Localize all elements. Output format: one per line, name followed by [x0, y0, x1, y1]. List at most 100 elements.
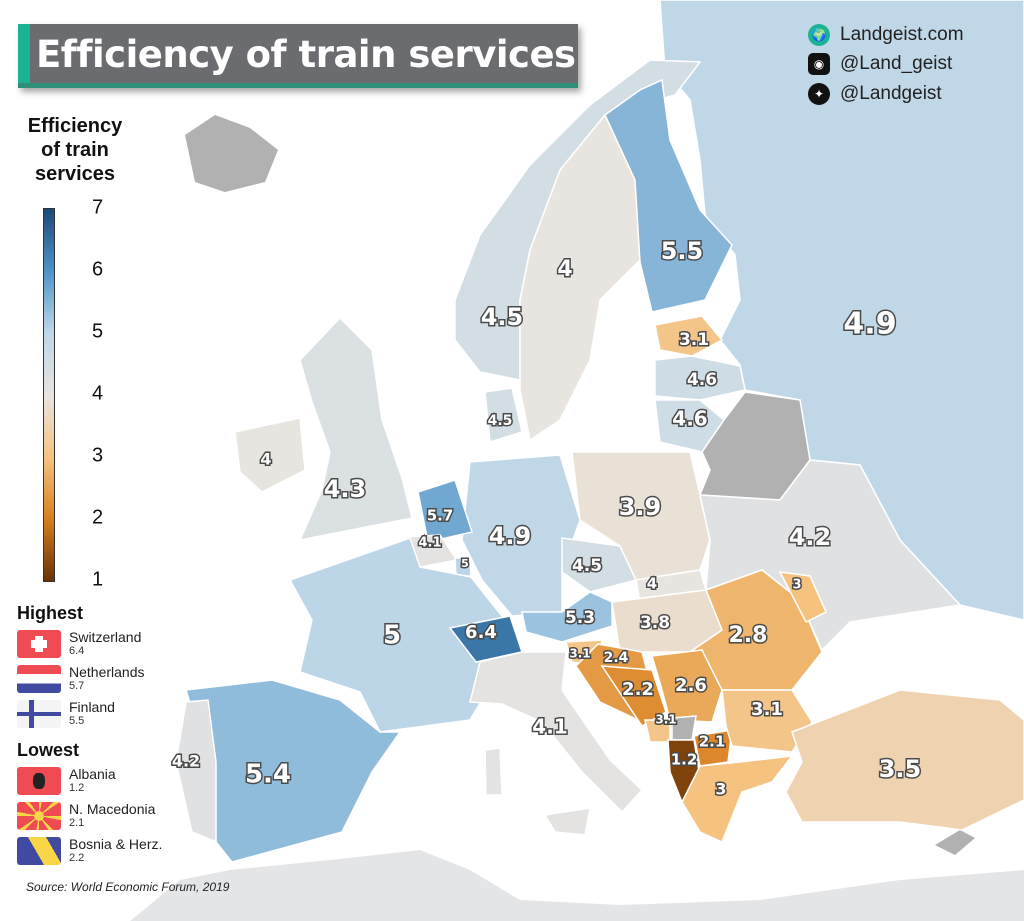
country-estonia[interactable]	[654, 315, 724, 357]
label-lithuania: 4.6	[672, 407, 707, 431]
country-finland[interactable]	[604, 78, 733, 313]
label-netherlands: 5.7	[427, 507, 454, 525]
highest-entry: Netherlands 5.7	[17, 665, 145, 693]
country-france[interactable]	[288, 537, 506, 733]
country-moldova[interactable]	[778, 571, 827, 624]
country-austria[interactable]	[521, 591, 613, 643]
legend-title-line: of train	[41, 139, 109, 161]
country-north-macedonia[interactable]	[693, 729, 733, 767]
label-norway: 4.5	[481, 303, 524, 331]
entry-name: Finland	[69, 699, 115, 715]
entry-name: Netherlands	[69, 664, 145, 680]
social-twitter[interactable]: ✦ @Landgeist	[808, 83, 942, 105]
label-serbia: 2.6	[675, 675, 707, 696]
label-denmark: 4.5	[488, 413, 513, 429]
legend-title-line: services	[34, 163, 116, 185]
north-africa	[130, 850, 1024, 921]
label-italy: 4.1	[532, 715, 567, 739]
highest-heading: Highest	[17, 603, 84, 623]
country-latvia[interactable]	[654, 355, 746, 401]
island-sardinia[interactable]	[484, 747, 503, 796]
country-netherlands[interactable]	[417, 479, 473, 543]
label-north-macedonia: 2.1	[699, 733, 726, 751]
bosnia-flag-icon	[17, 837, 61, 865]
country-luxembourg[interactable]	[454, 557, 472, 577]
instagram-text: @Land_geist	[840, 53, 953, 74]
label-slovenia: 3.1	[569, 647, 590, 661]
social-instagram[interactable]: ◉ @Land_geist	[808, 53, 952, 75]
lowest-entry: N. Macedonia 2.1	[17, 802, 155, 830]
label-france: 5	[383, 621, 401, 651]
instagram-icon: ◉	[808, 53, 830, 75]
country-ireland[interactable]	[234, 417, 306, 493]
label-montenegro: 3.1	[655, 713, 676, 727]
country-portugal[interactable]	[175, 699, 217, 844]
label-croatia: 2.4	[604, 650, 629, 666]
website-text: Landgeist.com	[840, 24, 964, 45]
label-poland: 3.9	[619, 493, 662, 521]
highest-entry: Switzerland 6.4	[17, 630, 141, 658]
country-uk[interactable]	[298, 316, 413, 542]
entry-value: 2.1	[69, 817, 85, 829]
label-czechia: 4.5	[572, 556, 602, 576]
label-bulgaria: 3.1	[751, 699, 783, 720]
label-uk: 4.3	[324, 475, 367, 503]
lowest-entry: Albania 1.2	[17, 767, 116, 795]
legend-title-line: Efficiency	[27, 115, 123, 137]
label-luxembourg: 5	[461, 557, 469, 570]
scale-tick: 1	[92, 568, 104, 591]
label-turkey: 3.5	[879, 755, 922, 783]
lowest-heading: Lowest	[17, 740, 80, 760]
country-turkey[interactable]	[785, 689, 1024, 831]
label-moldova: 3	[792, 578, 801, 593]
scale-tick: 6	[92, 258, 104, 281]
country-bosnia[interactable]	[600, 665, 667, 728]
country-czechia[interactable]	[561, 537, 638, 593]
label-germany: 4.9	[489, 522, 532, 550]
entry-value: 1.2	[69, 782, 85, 794]
scale-tick: 5	[92, 320, 104, 343]
entry-name: N. Macedonia	[69, 801, 156, 817]
legend-title: Efficiency of train services	[0, 114, 150, 186]
label-romania: 2.8	[729, 623, 768, 648]
netherlands-flag-icon	[17, 665, 61, 693]
scale-tick: 3	[92, 444, 104, 467]
entry-name: Bosnia & Herz.	[69, 836, 163, 852]
lowest-entry: Bosnia & Herz. 2.2	[17, 837, 162, 865]
label-latvia: 4.6	[687, 370, 717, 390]
label-estonia: 3.1	[679, 330, 709, 350]
globe-icon: 🌍	[808, 24, 830, 46]
country-serbia[interactable]	[651, 649, 723, 723]
twitter-icon: ✦	[808, 83, 830, 105]
entry-value: 2.2	[69, 852, 85, 864]
label-ireland: 4	[260, 450, 271, 469]
entry-name: Switzerland	[69, 629, 142, 645]
country-bulgaria[interactable]	[721, 689, 813, 753]
albania-flag-icon	[17, 767, 61, 795]
country-denmark[interactable]	[484, 387, 523, 443]
entry-value: 5.5	[69, 715, 85, 727]
label-albania: 1.2	[671, 751, 698, 769]
label-hungary: 3.8	[640, 613, 670, 633]
country-italy[interactable]	[469, 651, 644, 814]
country-greece[interactable]	[681, 755, 794, 844]
label-sweden: 4	[557, 257, 572, 282]
island-sicily[interactable]	[543, 807, 591, 836]
entry-value: 5.7	[69, 680, 85, 692]
label-switzerland: 6.4	[465, 622, 497, 643]
label-ukraine: 4.2	[789, 523, 832, 551]
color-scale-bar	[43, 208, 55, 582]
highest-entry: Finland 5.5	[17, 700, 115, 728]
label-slovakia: 4	[647, 575, 657, 593]
title-accent	[18, 24, 30, 88]
switzerland-flag-icon	[17, 630, 61, 658]
iceland	[185, 115, 278, 192]
entry-value: 6.4	[69, 645, 85, 657]
label-austria: 5.3	[565, 608, 595, 628]
finland-flag-icon	[17, 700, 61, 728]
scale-tick: 2	[92, 506, 104, 529]
social-website[interactable]: 🌍 Landgeist.com	[808, 24, 964, 46]
country-sweden[interactable]	[519, 113, 641, 442]
label-russia: 4.9	[843, 307, 896, 342]
page-title: Efficiency of train services	[36, 33, 576, 76]
